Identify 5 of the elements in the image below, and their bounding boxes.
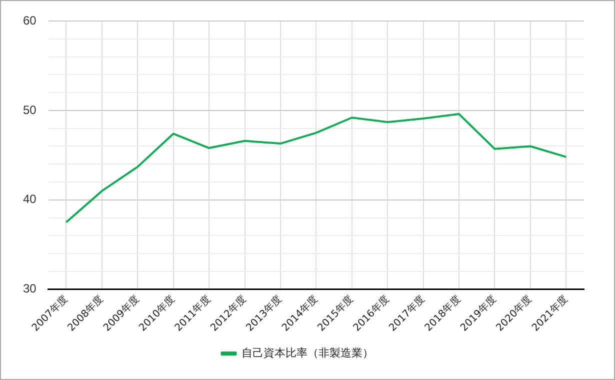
- y-tick-label: 60: [22, 13, 37, 28]
- y-tick-label: 40: [22, 192, 37, 206]
- y-tick-label: 50: [22, 102, 37, 117]
- legend-label: 自己資本比率（非製造業）: [241, 346, 374, 360]
- y-tick-label: 30: [22, 282, 37, 296]
